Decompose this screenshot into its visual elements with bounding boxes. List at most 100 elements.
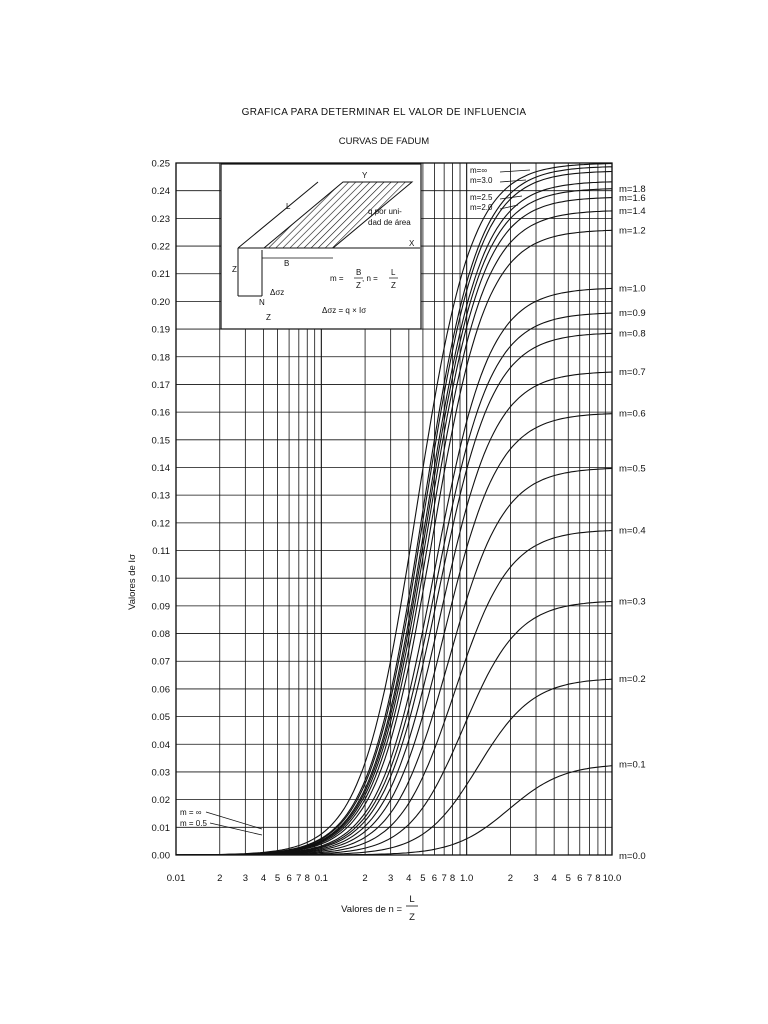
- series-label: m=1.8: [619, 184, 646, 195]
- y-tick-label: 0.07: [152, 657, 171, 668]
- series-label: m=0.9: [619, 308, 646, 319]
- y-tick-label: 0.10: [152, 574, 171, 585]
- y-tick-label: 0.16: [152, 408, 171, 419]
- y-tick-label: 0.05: [152, 712, 171, 723]
- series-label: m=1.2: [619, 225, 646, 236]
- inset-label-n: N: [259, 298, 265, 307]
- inset-load-line1: q por uni-: [368, 207, 402, 216]
- y-tick-label: 0.00: [152, 851, 171, 862]
- arrow-m-3: [499, 179, 527, 183]
- x-tick-label: 3: [388, 873, 393, 884]
- inset-label-z: Z: [232, 265, 237, 274]
- x-tick-label: 10.0: [603, 873, 622, 884]
- curve-m05: [176, 467, 613, 856]
- inset-y-axis: [237, 181, 319, 249]
- ticks: 0.00 0.01 0.02 0.03 0.04 0.05 0.06 0.07 0.08 0.09…: [152, 159, 622, 885]
- series-label: m=3.0: [470, 176, 493, 185]
- x-tick-label: 6: [286, 873, 291, 884]
- series-label: m=1.4: [619, 206, 646, 217]
- curve-m10: [175, 287, 613, 856]
- inset-label-z-bottom: Z: [266, 313, 271, 322]
- left-annotation-m-inf: m = ∞: [180, 808, 202, 817]
- series-label: m=0.8: [619, 328, 646, 339]
- left-arrow-1: [205, 811, 263, 830]
- series-label: m=1.0: [619, 284, 646, 295]
- x-tick-label: 5: [275, 873, 280, 884]
- y-tick-label: 0.17: [152, 380, 171, 391]
- inset-load-line2: dad de área: [368, 218, 411, 227]
- x-tick-label: 0.1: [315, 873, 328, 884]
- x-tick-label: 2: [508, 873, 513, 884]
- inset-formula-m-den: Z: [356, 281, 361, 290]
- series-label: m=0.3: [619, 596, 646, 607]
- curve-m06: [176, 413, 613, 856]
- series-label: m=0.0: [619, 851, 646, 862]
- series-label: m=2.0: [470, 203, 493, 212]
- y-tick-label: 0.04: [152, 740, 171, 751]
- series-label: m=0.6: [619, 409, 646, 420]
- x-tick-label: 0.01: [167, 873, 186, 884]
- y-tick-label: 0.24: [152, 186, 171, 197]
- x-tick-label: 7: [442, 873, 447, 884]
- curves: [175, 163, 613, 856]
- inset-formula-n: , n =: [362, 274, 378, 283]
- x-tick-label: 2: [362, 873, 367, 884]
- arrow-m-25: [499, 195, 523, 200]
- y-tick-label: 0.03: [152, 767, 171, 778]
- grid: [175, 162, 613, 856]
- series-label: m=0.5: [619, 463, 646, 474]
- x-tick-label: 5: [420, 873, 425, 884]
- inset-label-b: B: [284, 259, 289, 268]
- y-tick-label: 0.11: [152, 546, 170, 557]
- y-tick-label: 0.20: [152, 297, 171, 308]
- x-axis-label-prefix: Valores de n =: [341, 904, 402, 915]
- inset-label-y: Y: [362, 171, 368, 180]
- y-tick-label: 0.18: [152, 352, 171, 363]
- page-title: GRAFICA PARA DETERMINAR EL VALOR DE INFL…: [241, 107, 527, 118]
- x-axis-label-den: Z: [409, 912, 415, 923]
- series-label: m=∞: [470, 166, 487, 175]
- series-label: m=0.7: [619, 367, 646, 378]
- y-tick-label: 0.02: [152, 795, 171, 806]
- inset-label-l: L: [286, 202, 291, 211]
- inset-formula-m-num: B: [356, 268, 361, 277]
- y-tick-label: 0.14: [152, 463, 171, 474]
- y-tick-label: 0.13: [152, 491, 171, 502]
- x-tick-label: 1.0: [460, 873, 473, 884]
- x-tick-label: 3: [243, 873, 248, 884]
- curve-m01: [176, 765, 613, 856]
- y-tick-label: 0.25: [152, 159, 171, 170]
- y-tick-label: 0.12: [152, 518, 171, 529]
- inset-diagram: Y X Z L B N Z Δσz q por uni- dad de área…: [220, 163, 422, 330]
- arrow-m-2: [499, 204, 519, 210]
- inset-label-x: X: [409, 239, 415, 248]
- chart-subtitle: CURVAS DE FADUM: [338, 136, 430, 147]
- series-label: m=0.4: [619, 525, 646, 536]
- left-annotation-m-05: m = 0.5: [180, 819, 207, 828]
- y-tick-label: 0.21: [152, 269, 171, 280]
- y-tick-label: 0.06: [152, 684, 171, 695]
- x-tick-label: 3: [533, 873, 538, 884]
- y-tick-label: 0.08: [152, 629, 171, 640]
- x-tick-label: 4: [552, 873, 557, 884]
- x-tick-label: 8: [595, 873, 600, 884]
- inset-formula-n-den: Z: [391, 281, 396, 290]
- inset-formula-m: m =: [330, 274, 344, 283]
- y-tick-label: 0.01: [152, 823, 171, 834]
- y-tick-label: 0.23: [152, 214, 171, 225]
- curve-m09: [176, 312, 613, 856]
- y-axis-label: Valores de Iσ: [127, 554, 138, 610]
- x-tick-label: 4: [406, 873, 411, 884]
- y-tick-label: 0.19: [152, 325, 171, 336]
- x-tick-label: 5: [566, 873, 571, 884]
- series-label: m=0.2: [619, 674, 646, 685]
- x-tick-label: 8: [305, 873, 310, 884]
- x-axis-label-num: L: [409, 894, 414, 905]
- inset-label-delta: Δσz: [270, 288, 284, 297]
- curve-m08: [176, 332, 613, 856]
- series-label: m=2.5: [470, 193, 493, 202]
- series-labels: m=∞m=3.0 m=2.5m=2.0 m=1.8m=1.6 m=1.4 m=1.2 m=…: [470, 166, 646, 862]
- x-tick-label: 6: [577, 873, 582, 884]
- y-tick-label: 0.22: [152, 242, 171, 253]
- x-tick-label: 6: [432, 873, 437, 884]
